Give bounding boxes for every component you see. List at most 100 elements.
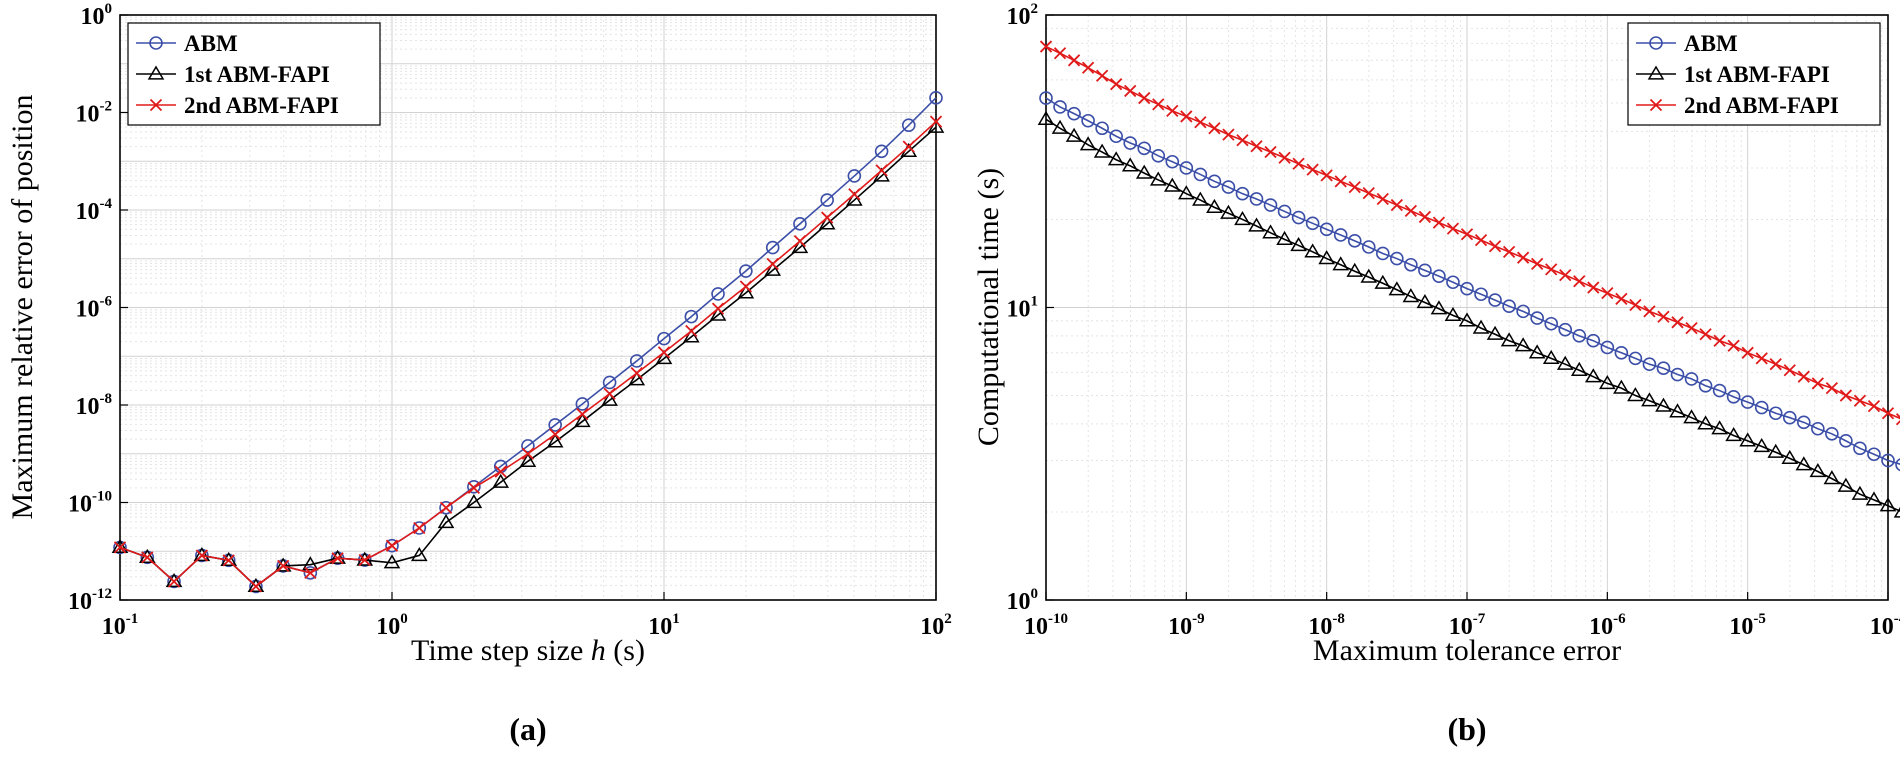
data-point: [1628, 351, 1643, 366]
chart-a-xlabel: Time step size h (s): [411, 634, 645, 667]
data-point: [1865, 491, 1883, 506]
data-point: [1853, 394, 1867, 407]
y-tick-label: 10-12: [68, 586, 112, 615]
data-point: [1123, 136, 1137, 150]
data-point: [1713, 334, 1726, 347]
data-point: [549, 428, 562, 441]
data-point: [383, 554, 401, 569]
data-point: [519, 452, 537, 467]
data-point: [1093, 143, 1111, 158]
y-tick-label: 10-4: [76, 196, 113, 225]
data-point: [1853, 441, 1867, 456]
data-point: [1067, 54, 1081, 67]
data-point: [874, 144, 889, 159]
chart-b-caption: (b): [1447, 711, 1486, 747]
data-point: [385, 539, 399, 552]
data-point: [1460, 228, 1474, 241]
y-tick-label: 10-2: [76, 99, 113, 128]
data-point: [1514, 337, 1532, 352]
data-point: [546, 433, 564, 448]
data-point: [1725, 427, 1742, 442]
x-tick-label: 10-10: [1024, 611, 1068, 640]
data-point: [302, 556, 319, 571]
data-point: [820, 193, 834, 207]
data-point: [1753, 437, 1771, 453]
data-point: [277, 559, 290, 573]
data-point: [793, 217, 807, 231]
chart-a-caption: (a): [509, 711, 546, 747]
data-point: [437, 513, 455, 529]
data-point: [929, 91, 943, 105]
data-point: [1811, 377, 1824, 390]
data-point: [1416, 294, 1434, 309]
data-point: [1586, 333, 1601, 348]
data-point: [1390, 198, 1403, 212]
data-point: [1500, 332, 1518, 347]
x-tick-label: 10-5: [1729, 611, 1766, 640]
data-point: [1053, 100, 1067, 114]
data-point: [1754, 400, 1769, 415]
data-point: [1768, 406, 1783, 421]
data-point: [1446, 222, 1460, 235]
data-point: [1559, 269, 1572, 282]
data-point: [1811, 421, 1825, 436]
data-point: [1797, 370, 1810, 383]
data-point: [494, 465, 507, 478]
legend-marker: [149, 98, 163, 112]
data-point: [1641, 392, 1658, 407]
data-point: [1402, 288, 1420, 303]
chart-a-series: [111, 91, 945, 594]
data-point: [1781, 449, 1799, 464]
data-point: [603, 387, 616, 400]
data-point: [764, 261, 782, 276]
data-point: [521, 439, 535, 453]
data-point: [1881, 407, 1895, 420]
data-point: [1418, 263, 1432, 278]
data-point: [737, 284, 755, 299]
y-tick-label: 101: [1007, 294, 1039, 323]
data-point: [739, 280, 753, 293]
data-point: [711, 287, 725, 301]
data-point: [1460, 281, 1474, 296]
data-point: [1249, 192, 1264, 206]
data-point: [1290, 236, 1307, 252]
x-tick-label: 100: [376, 611, 408, 640]
data-point: [1629, 298, 1642, 312]
data-point: [1444, 306, 1462, 322]
data-point: [1222, 128, 1235, 141]
chart-b-axes: 10-10 10-9 10-8 10-7 10-6 10-5 10-4 100 101 102: [1007, 1, 1900, 640]
data-point: [711, 302, 725, 315]
legend-marker: [147, 65, 165, 80]
data-point: [1531, 257, 1544, 270]
data-point: [1333, 228, 1348, 242]
data-point: [1545, 263, 1558, 276]
data-point: [195, 549, 209, 562]
series-line: [119, 126, 937, 588]
data-point: [1152, 98, 1165, 111]
data-point: [818, 215, 836, 230]
data-point: [1039, 91, 1053, 105]
data-point: [901, 118, 916, 132]
data-point: [1107, 151, 1125, 166]
data-point: [1895, 458, 1900, 472]
data-point: [113, 541, 127, 554]
data-point: [1655, 397, 1672, 412]
data-point: [1587, 281, 1600, 294]
data-point: [1488, 240, 1502, 253]
data-point: [1627, 387, 1644, 402]
data-point: [1081, 113, 1095, 128]
data-point: [793, 234, 807, 248]
data-point: [1782, 410, 1797, 425]
data-point: [1767, 443, 1785, 458]
data-point: [492, 473, 510, 488]
data-point: [1755, 352, 1768, 365]
data-point: [1208, 122, 1221, 135]
data-point: [1263, 198, 1278, 212]
data-point: [1740, 395, 1755, 409]
data-point: [1095, 121, 1109, 136]
data-point: [847, 169, 862, 183]
data-point: [385, 538, 399, 553]
data-point: [249, 580, 263, 593]
data-point: [1079, 136, 1097, 151]
